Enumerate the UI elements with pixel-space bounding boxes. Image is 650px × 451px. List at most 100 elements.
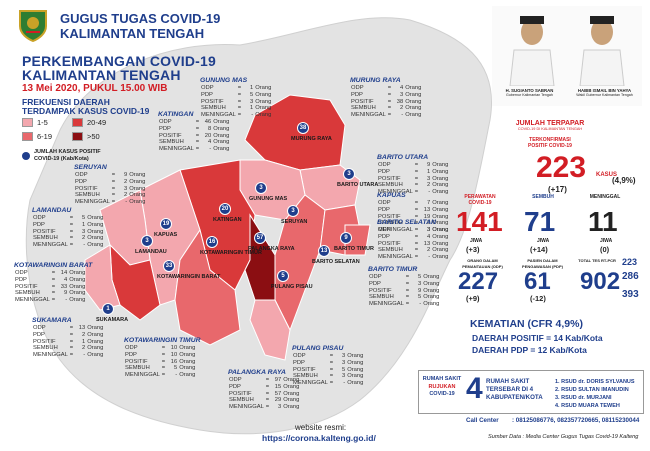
meninggal-label: MENINGGAL	[589, 194, 621, 200]
stat-unit: Orang	[405, 111, 422, 118]
region-stat-row: PDP = 13 Orang	[377, 207, 449, 214]
website-link[interactable]: https://corona.kalteng.go.id/	[262, 433, 376, 443]
shield-icon	[19, 10, 47, 43]
region-stat-row: MENINGGAL = - Orang	[368, 301, 440, 308]
stat-unit: Orang	[213, 145, 230, 152]
call-center-label: Call Center	[466, 417, 499, 424]
stat-label: MENINGGAL	[378, 188, 413, 195]
perawatan-delta: (+3)	[466, 245, 480, 254]
stat-value: 5	[417, 294, 422, 301]
map-marker: 9	[340, 232, 352, 244]
stat-label: SEMBUH	[33, 235, 58, 242]
sembuh-delta: (+14)	[530, 245, 548, 254]
region-stat-row: SEMBUH = 2 Orang	[74, 192, 146, 199]
test-c: 393	[622, 289, 639, 300]
rs-list-item: 4. RSUD MUARA TEWEH	[555, 403, 620, 409]
region-stat-row: SEMBUH = 1 Orang	[200, 105, 272, 112]
stat-label: SEMBUH	[75, 192, 100, 199]
stat-eq: =	[111, 185, 116, 192]
region-name: BARITO TIMUR	[368, 266, 418, 273]
stat-unit: Orang	[87, 215, 104, 222]
stat-unit: Orang	[87, 235, 104, 242]
stat-label: SEMBUH	[369, 294, 394, 301]
stat-eq: =	[405, 281, 410, 287]
region-stat-row: MENINGGAL = - Orang	[200, 112, 272, 119]
region-pulang-pisau	[249, 299, 291, 361]
stat-unit: Orang	[405, 92, 422, 98]
rs-list-item: 1. RSUD dr. DORIS SYLVANUS	[555, 379, 635, 385]
legend-title: FREKUENSI DAERAH	[22, 97, 110, 107]
stat-label: POSITIF	[369, 287, 392, 294]
stat-value: 3	[426, 226, 431, 233]
stat-unit: Orang	[255, 92, 272, 98]
map-marker: 13	[318, 245, 330, 257]
region-stat-row: MENINGGAL = - Orang	[74, 199, 146, 206]
stat-value: 3	[341, 373, 346, 380]
stat-label: SEMBUH	[293, 373, 318, 380]
stat-value: 1	[81, 338, 86, 345]
org-name-line1: GUGUS TUGAS COVID-19	[60, 11, 221, 26]
stat-eq: =	[237, 111, 242, 118]
stat-value: 3	[249, 98, 254, 105]
legend-positive-sub: COVID-19 (Kab/Kota)	[34, 155, 89, 162]
stat-value: 20	[204, 132, 212, 139]
map-marker-label: SERUYAN	[281, 219, 308, 225]
stat-unit: Orang	[255, 105, 272, 112]
stat-value: 10	[170, 345, 178, 352]
stat-unit: Orang	[405, 85, 422, 92]
stat-label: ODP	[378, 200, 391, 207]
legend-swatch	[72, 118, 83, 127]
stat-eq: =	[329, 373, 334, 380]
region-name: KAPUAS	[377, 192, 406, 199]
map-marker-label: KOTAWARINGIN BARAT	[157, 274, 221, 280]
stat-label: PDP	[159, 126, 171, 132]
region-stat-row: PDP = 1 Orang	[32, 222, 104, 229]
stat-label: MENINGGAL	[293, 379, 328, 386]
stat-value: 5	[341, 366, 346, 373]
sembuh-unit: JIWA	[537, 238, 550, 244]
legend-label: 20-49	[87, 118, 107, 127]
region-info-barito-selatan: BARITO SELATAN ODP = 3 Orang PDP = 4 Orang POSITI…	[377, 219, 449, 260]
region-stat-row: PDP = 1 Orang	[377, 169, 449, 176]
stat-eq: =	[414, 220, 419, 227]
rs-count: 4	[466, 372, 483, 405]
map-marker: 3	[255, 182, 267, 194]
leaders-photo: H. SUGIANTO SABRAN Gubernur Kalimantan T…	[492, 6, 642, 106]
stat-label: POSITIF	[351, 98, 374, 105]
stat-unit: Orang	[129, 179, 146, 185]
stat-unit: Orang	[423, 287, 440, 294]
stat-label: PDP	[293, 360, 305, 366]
stat-label: SEMBUH	[33, 345, 58, 352]
stat-label: MENINGGAL	[369, 300, 404, 307]
stat-unit: Orang	[283, 403, 300, 410]
legend-label: >50	[87, 132, 100, 141]
rs-box	[418, 370, 644, 414]
legend-item: 1-5	[22, 118, 72, 127]
website-label: website resmi:	[295, 423, 347, 432]
stat-eq: =	[195, 126, 200, 132]
region-stat-row: PDP = 10 Orang	[124, 352, 196, 359]
stat-value: 13	[423, 240, 431, 247]
stat-unit: Orang	[423, 274, 440, 281]
stat-label: ODP	[15, 270, 28, 277]
stat-unit: Orang	[423, 281, 440, 287]
stat-eq: =	[111, 198, 116, 205]
stat-label: POSITIF	[378, 240, 401, 247]
stat-value: 5	[417, 274, 422, 281]
stat-eq: =	[265, 390, 270, 397]
region-stat-row: ODP = 10 Orang	[124, 345, 196, 352]
map-marker-label: BARITO SELATAN	[312, 259, 360, 265]
daerah-pdp: DAERAH PDP = 12 Kab/Kota	[472, 345, 587, 355]
stat-value: 97	[274, 377, 282, 384]
pdp-label: PASIEN DALAM PENGAWASAN (PDP)	[522, 258, 563, 269]
jumlah-sub: COVID-19 DI KALIMANTAN TENGAH	[517, 127, 583, 131]
legend-item: 20-49	[72, 118, 122, 127]
stat-label: PDP	[378, 207, 390, 213]
region-name: SUKAMARA	[32, 317, 72, 324]
stat-label: SEMBUH	[15, 290, 40, 297]
stat-eq: =	[329, 366, 334, 373]
stat-value: 3	[426, 227, 431, 234]
stat-eq: =	[237, 92, 242, 98]
rs-desc: RUMAH SAKIT TERSEBAR DI 4 KABUPATEN/KOTA	[486, 378, 543, 401]
region-info-katingan: KATINGAN ODP = 46 Orang PDP = 8 Orang POSITIF = 20 O…	[158, 111, 230, 152]
